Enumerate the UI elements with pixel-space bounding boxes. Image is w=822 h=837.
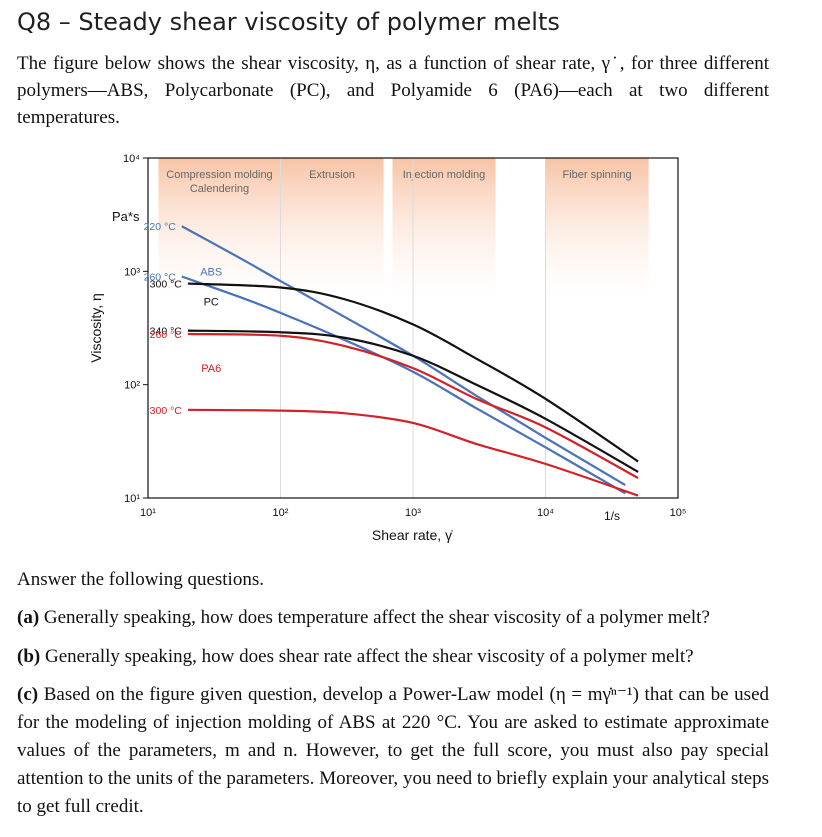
series-line-pc-3 (187, 329, 639, 473)
x-tick-label-4: 10⁵ (670, 507, 687, 519)
question-title: Q8 – Steady shear viscosity of polymer m… (17, 8, 560, 36)
question-part-a: (a) Generally speaking, how does tempera… (17, 604, 769, 631)
y-tick-label-1: 10² (124, 380, 140, 392)
process-region-label-2: Injection molding (403, 169, 486, 181)
process-region-label-1: Extrusion (309, 169, 355, 181)
polymer-label-pc: PC (204, 297, 219, 309)
process-regions: Compression molding Calendering Extrusion I… (158, 158, 649, 298)
part-b-label: (b) (17, 646, 41, 667)
question-part-b: (b) Generally speaking, how does shear r… (17, 643, 769, 670)
polymer-label-pa6: PA6 (201, 363, 221, 375)
y-unit-label: Pa*s (112, 209, 140, 224)
answer-instructions: Answer the following questions. (17, 569, 264, 590)
process-region-label-3: Fiber spinning (563, 169, 632, 181)
x-tick-label-3: 10⁴ (537, 507, 554, 519)
part-b-text: Generally speaking, how does shear rate … (44, 646, 694, 667)
axis-ticks: 10¹ 10² 10³ 10⁴ 10⁵ 10¹ 10² 10³ 10⁴ (123, 153, 686, 519)
x-axis-title: Shear rate, γ̇ (372, 527, 453, 543)
process-region-2 (392, 158, 496, 298)
viscosity-chart: Compression molding Calendering Extrusion I… (88, 153, 686, 543)
process-region-label-0: Compression molding Calendering (166, 169, 272, 195)
y-tick-label-2: 10³ (124, 266, 140, 278)
temperature-label-1: 260 °C (144, 272, 177, 284)
temperature-label-2: 300 °C (150, 279, 183, 291)
series-line-abs-0 (181, 225, 626, 487)
temperature-label-5: 300 °C (150, 405, 183, 417)
series-lines (181, 225, 639, 497)
series-line-pa6-5 (187, 408, 639, 497)
process-region-3 (545, 158, 649, 298)
series-line-abs-1 (181, 275, 626, 495)
process-region-1 (280, 158, 384, 298)
question-part-c: (c) Based on the figure given question, … (17, 681, 769, 821)
y-axis-title: Viscosity, η (88, 293, 104, 363)
plot-frame (147, 157, 679, 499)
part-c-label: (c) (17, 684, 39, 705)
polymer-label-abs: ABS (200, 266, 222, 278)
series-line-pa6-4 (187, 332, 639, 480)
x-tick-label-0: 10¹ (140, 507, 156, 519)
x-tick-label-1: 10² (273, 507, 289, 519)
temperature-label-3: 340 °C (150, 326, 183, 338)
process-region-0 (158, 158, 281, 298)
part-a-label: (a) (17, 607, 40, 628)
series-line-pc-2 (187, 282, 639, 463)
x-tick-label-2: 10³ (405, 507, 421, 519)
x-unit-label: 1/s (604, 509, 620, 523)
grid-lines (280, 158, 546, 498)
y-tick-label-0: 10¹ (124, 493, 140, 505)
part-c-text: Based on the figure given question, deve… (17, 684, 770, 817)
y-tick-label-3: 10⁴ (123, 153, 140, 165)
part-a-text: Generally speaking, how does temperature… (43, 607, 710, 628)
temperature-label-0: 220 °C (144, 221, 177, 233)
temperature-label-4: 260 °C (150, 329, 183, 341)
question-intro: The figure below shows the shear viscosi… (17, 53, 769, 128)
